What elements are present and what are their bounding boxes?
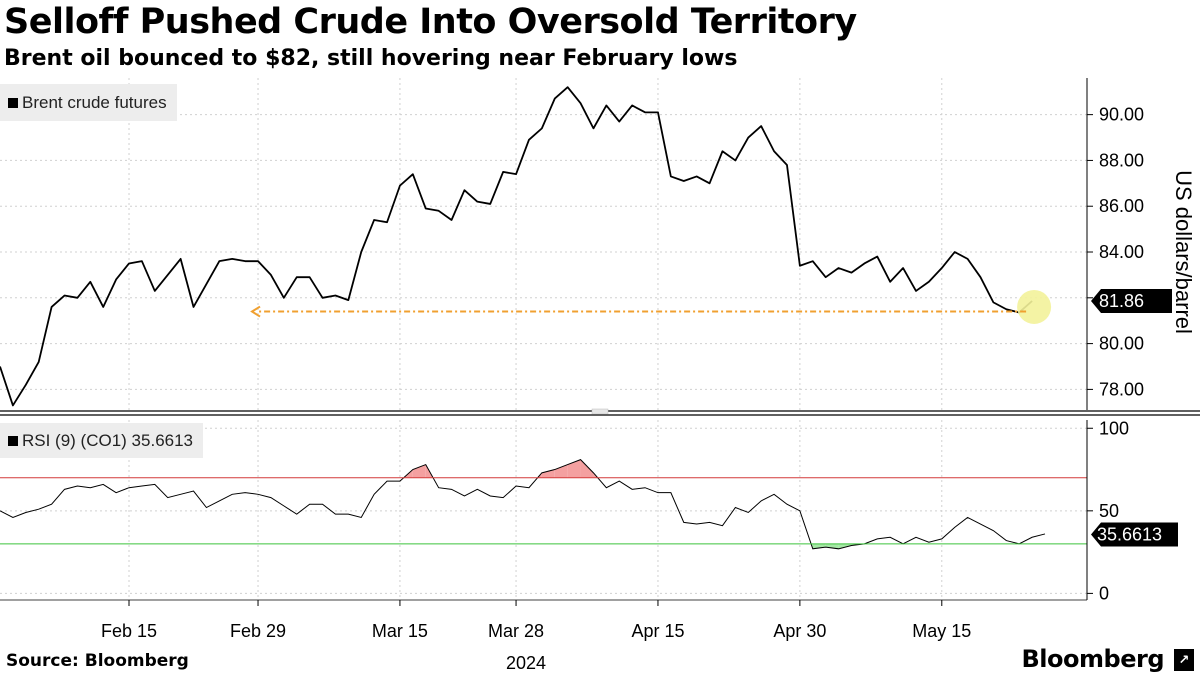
gridlines [0, 78, 1087, 600]
rsi-y-tick-label: 50 [1099, 501, 1119, 521]
last-price-value: 81.86 [1099, 291, 1144, 311]
oversold-fill [825, 543, 839, 549]
last-price-highlight [1017, 289, 1052, 324]
price-y-tick-label: 88.00 [1099, 150, 1144, 170]
x-year-label: 2024 [506, 653, 546, 673]
rsi-last-tag [1091, 522, 1178, 547]
rsi-line [0, 459, 1046, 550]
overbought-fill [541, 469, 555, 478]
price-y-tick-label: 90.00 [1099, 105, 1144, 125]
overbought-fill [554, 464, 568, 478]
overbought-fill [412, 464, 426, 478]
price-y-axis-title: US dollars/barrel [1171, 170, 1196, 334]
legend-swatch [8, 435, 18, 446]
arrow-head [250, 305, 261, 318]
x-tick-label: Feb 29 [230, 621, 286, 641]
price-y-tick-label: 78.00 [1099, 379, 1144, 399]
x-tick-label: May 15 [912, 621, 971, 641]
price-legend-label: Brent crude futures [22, 92, 167, 112]
series-lines [0, 86, 1046, 550]
rsi-legend: RSI (9) (CO1) 35.6613 [0, 423, 204, 458]
bloomberg-logo: Bloomberg [1021, 645, 1165, 673]
price-y-tick-label: 84.00 [1099, 242, 1144, 262]
price-legend: Brent crude futures [0, 84, 177, 121]
x-tick-label: Apr 30 [773, 621, 826, 641]
axis-labels: 78.00 80.00 84.00 86.00 88.00 90.00 US dollars… [101, 105, 1196, 673]
source-note: Source: Bloomberg [6, 651, 189, 671]
bloomberg-logo-mark: ↗ [1174, 649, 1194, 671]
rsi-zone-fills [403, 459, 865, 549]
rsi-last-value: 35.6613 [1097, 525, 1162, 545]
overbought-fill [580, 459, 594, 478]
rsi-legend-label: RSI (9) (CO1) 35.6613 [22, 430, 194, 450]
x-tick-label: Mar 15 [372, 621, 428, 641]
chart-subtitle: Brent oil bounced to $82, still hovering… [4, 46, 738, 71]
legend-swatch [8, 97, 18, 108]
annotations [250, 289, 1052, 324]
axes [0, 78, 1200, 606]
chart-title: Selloff Pushed Crude Into Oversold Terri… [4, 2, 857, 42]
x-tick-label: Apr 15 [631, 621, 684, 641]
last-price-tag [1091, 289, 1172, 314]
rsi-y-tick-label: 0 [1099, 583, 1109, 603]
rsi-y-tick-label: 100 [1099, 418, 1129, 438]
price-y-tick-label: 80.00 [1099, 334, 1144, 354]
price-y-tick-label: 86.00 [1099, 196, 1144, 216]
brent-price-line [0, 86, 1033, 407]
oversold-fill [812, 543, 826, 549]
x-tick-label: Feb 15 [101, 621, 157, 641]
x-tick-label: Mar 28 [488, 621, 544, 641]
panel-resize-handle[interactable] [591, 408, 609, 415]
overbought-fill [567, 459, 581, 478]
